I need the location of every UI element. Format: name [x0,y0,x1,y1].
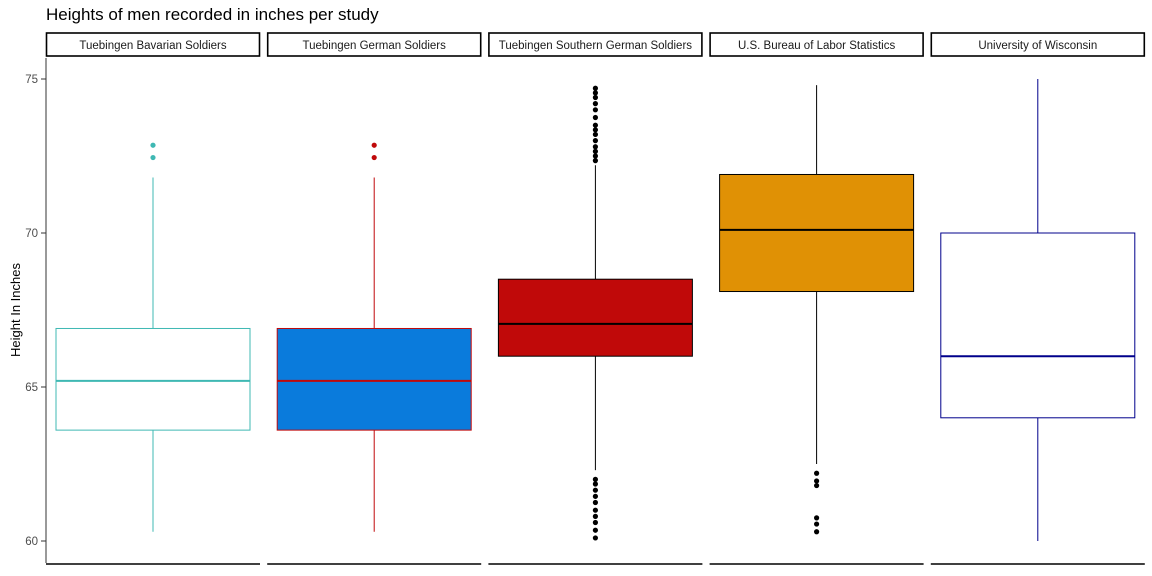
facet-strip [709,32,924,57]
iqr-box [276,327,472,431]
facet-panel: Tuebingen German Soldiers [266,32,482,565]
chart-title: Heights of men recorded in inches per st… [46,5,379,24]
outlier-point [592,481,599,487]
outlier-point [592,122,599,128]
outlier-point [592,148,599,154]
facet-panels: Tuebingen Bavarian Soldiers Tuebingen Ger… [45,32,1146,565]
outlier-point [592,493,599,499]
facet-panel: Tuebingen Bavarian Soldiers [45,32,261,565]
outlier-point [814,521,820,527]
facet-panel: U.S. Bureau of Labor Statistics [709,32,924,565]
y-tick-label: 60 [25,536,38,548]
facet-strip-label: U.S. Bureau of Labor Statistics [738,40,895,52]
outlier-point [592,131,599,138]
outlier-point [592,476,599,482]
outlier-point [150,142,156,148]
outlier-point [592,499,599,506]
outlier-point [592,114,599,121]
outlier-point [592,513,599,519]
outlier-point [814,529,820,535]
outlier-point [592,138,599,144]
facet-strip [266,32,482,57]
facet-strip-label: Tuebingen Bavarian Soldiers [79,40,226,52]
outlier-point [592,153,599,159]
y-axis-title: Height In Inches [8,263,23,357]
facet-strip [45,32,261,57]
facet-strip [488,32,703,57]
outlier-point [814,478,820,484]
outlier-point [592,90,599,96]
outlier-point [592,507,599,513]
outlier-point [592,527,599,533]
iqr-box [940,232,1136,419]
facet-strip-label: University of Wisconsin [978,40,1097,52]
outlier-point [592,487,599,493]
outlier-point [592,127,599,133]
facet-panel: Tuebingen Southern German Soldiers [488,32,703,565]
facet-strip [930,32,1146,57]
iqr-box [497,278,693,357]
outlier-point [371,154,377,161]
facet-strip-label: Tuebingen German Soldiers [302,40,446,52]
y-axis: 60 65 70 75 [25,58,47,563]
y-tick-label: 65 [25,382,38,394]
outlier-point [592,158,599,164]
outlier-point [592,144,599,150]
outlier-point [592,94,599,101]
outlier-point [592,535,599,541]
outlier-point [371,142,377,148]
outlier-point [814,470,820,476]
outlier-point [814,482,820,489]
facet-strip-label: Tuebingen Southern German Soldiers [499,40,693,52]
outlier-point [150,154,156,161]
outlier-point [814,515,820,521]
outlier-point [592,519,599,526]
outlier-point [592,85,599,91]
outlier-point [592,101,599,107]
iqr-box [55,327,251,431]
y-tick-label: 75 [25,74,38,86]
outlier-point [592,107,599,113]
facet-panel: University of Wisconsin [930,32,1146,565]
iqr-box [719,173,915,293]
y-tick-label: 70 [25,228,38,240]
